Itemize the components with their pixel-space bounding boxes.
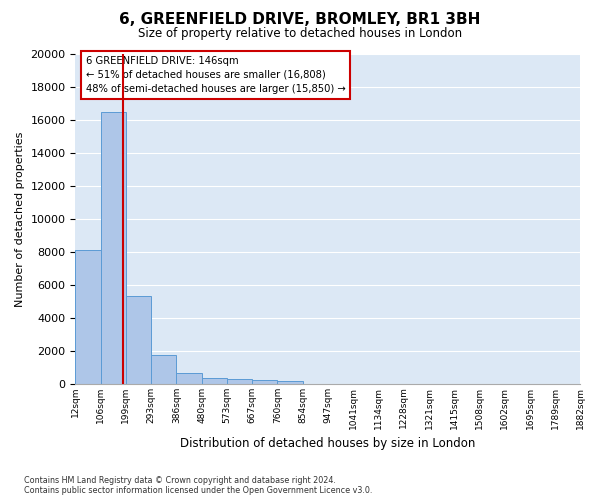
Bar [227, 380, 252, 384]
Text: Size of property relative to detached houses in London: Size of property relative to detached ho… [138, 28, 462, 40]
Text: Contains HM Land Registry data © Crown copyright and database right 2024.
Contai: Contains HM Land Registry data © Crown c… [24, 476, 373, 495]
Bar [126, 296, 151, 384]
Bar [277, 380, 302, 384]
Bar [101, 112, 126, 384]
Bar [252, 380, 277, 384]
Y-axis label: Number of detached properties: Number of detached properties [15, 131, 25, 306]
Bar [151, 355, 176, 384]
Text: 6, GREENFIELD DRIVE, BROMLEY, BR1 3BH: 6, GREENFIELD DRIVE, BROMLEY, BR1 3BH [119, 12, 481, 28]
X-axis label: Distribution of detached houses by size in London: Distribution of detached houses by size … [180, 437, 476, 450]
Bar [202, 378, 227, 384]
Bar [176, 373, 202, 384]
Text: 6 GREENFIELD DRIVE: 146sqm
← 51% of detached houses are smaller (16,808)
48% of : 6 GREENFIELD DRIVE: 146sqm ← 51% of deta… [86, 56, 345, 94]
Bar [76, 250, 101, 384]
